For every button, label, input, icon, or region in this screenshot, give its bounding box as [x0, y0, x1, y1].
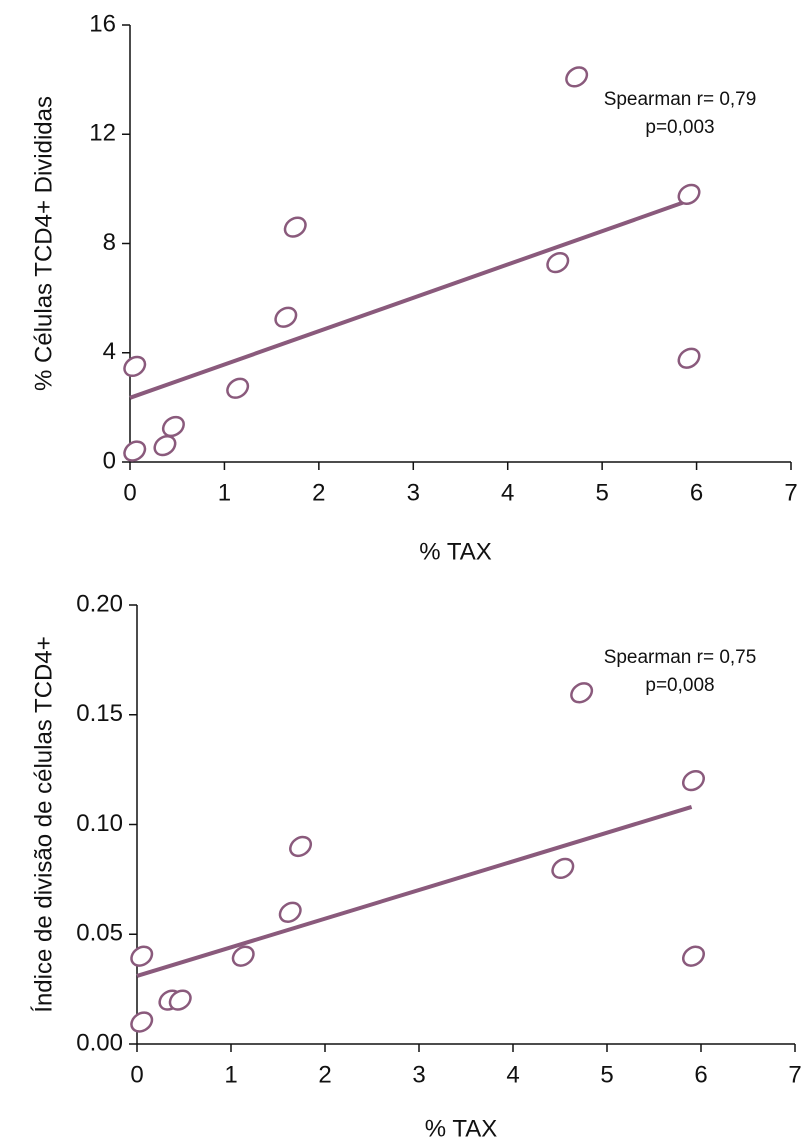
data-point — [130, 945, 154, 967]
x-tick-label: 5 — [600, 1061, 613, 1088]
x-tick-label: 3 — [407, 479, 420, 506]
x-tick-label: 6 — [694, 1061, 707, 1088]
x-tick-label: 1 — [224, 1061, 237, 1088]
y-tick-label: 0.00 — [76, 1029, 123, 1056]
data-point — [565, 66, 589, 88]
data-point — [278, 901, 302, 923]
x-axis-label: % TAX — [425, 1115, 497, 1142]
data-point — [130, 1011, 154, 1033]
x-tick-label: 1 — [218, 479, 231, 506]
x-tick-label: 2 — [312, 479, 325, 506]
regression-line — [136, 805, 693, 978]
data-point — [153, 434, 177, 457]
y-tick-label: 12 — [89, 120, 116, 147]
x-tick-label: 4 — [501, 479, 514, 506]
annotation: Spearman r= 0,79 — [604, 89, 757, 110]
data-point — [226, 377, 250, 399]
y-tick-label: 0.20 — [76, 590, 123, 617]
x-tick-label: 0 — [123, 479, 136, 506]
x-tick-label: 2 — [318, 1061, 331, 1088]
data-point — [123, 355, 147, 378]
data-point — [161, 415, 185, 438]
data-point — [289, 835, 313, 858]
y-axis-label: Índice de divisão de células TCD4+ — [30, 636, 57, 1012]
y-axis-label: % Células TCD4+ Divididas — [30, 96, 57, 391]
annotation: p=0,003 — [645, 117, 714, 138]
data-point — [551, 857, 575, 880]
y-tick-label: 0 — [103, 447, 116, 474]
data-point — [283, 216, 307, 238]
data-point — [677, 183, 701, 205]
x-tick-label: 3 — [412, 1061, 425, 1088]
y-tick-label: 0.05 — [76, 920, 123, 947]
y-tick-label: 4 — [103, 338, 116, 365]
y-tick-label: 0.10 — [76, 810, 123, 837]
data-point — [677, 347, 701, 369]
data-point — [546, 251, 570, 274]
data-point — [570, 682, 594, 704]
y-tick-label: 16 — [89, 10, 116, 37]
data-point — [168, 989, 192, 1011]
x-tick-label: 0 — [130, 1061, 143, 1088]
x-axis-label: % TAX — [419, 538, 491, 565]
data-point — [681, 945, 705, 967]
data-point — [274, 306, 298, 328]
annotation: p=0,008 — [645, 675, 714, 696]
x-tick-label: 5 — [595, 479, 608, 506]
x-tick-label: 4 — [506, 1061, 519, 1088]
y-tick-label: 8 — [103, 229, 116, 256]
data-point — [231, 945, 255, 967]
regression-line — [129, 199, 688, 400]
x-tick-label: 7 — [784, 479, 797, 506]
data-point — [681, 769, 705, 792]
annotation: Spearman r= 0,75 — [604, 647, 757, 668]
y-tick-label: 0.15 — [76, 700, 123, 727]
x-tick-label: 7 — [788, 1061, 801, 1088]
data-point — [123, 440, 147, 462]
x-tick-label: 6 — [690, 479, 703, 506]
